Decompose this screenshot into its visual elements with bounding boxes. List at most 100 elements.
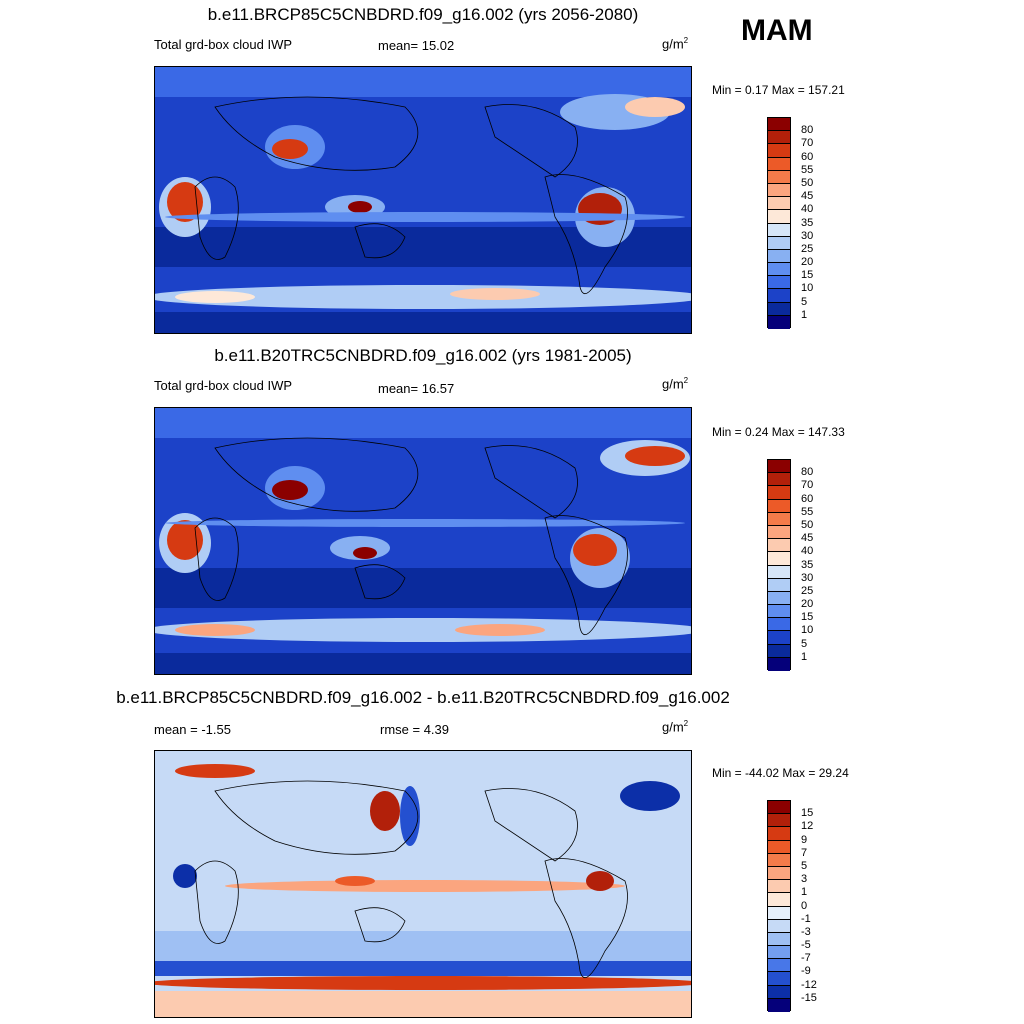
colorbar-tick-label: 15 <box>801 807 814 820</box>
colorbar-swatch <box>768 906 790 920</box>
colorbar-tick-label: 25 <box>801 242 814 255</box>
panel-2-mean-label: mean= 16.57 <box>378 381 455 396</box>
colorbar-swatch <box>768 289 790 303</box>
colorbar-swatch <box>768 919 790 933</box>
colorbar-tick-label: 5 <box>801 859 808 872</box>
panel-1-mean-label: mean= 15.02 <box>378 38 455 53</box>
panel-2-title: b.e11.B20TRC5CNBDRD.f09_g16.002 (yrs 198… <box>214 346 632 365</box>
colorbar-swatch <box>768 302 790 316</box>
panel-3-map <box>154 750 692 1018</box>
colorbar-swatch <box>768 118 790 132</box>
season-label: MAM <box>741 14 813 47</box>
colorbar-swatch <box>768 197 790 211</box>
colorbar-swatch <box>768 565 790 579</box>
colorbar-swatch <box>768 210 790 224</box>
colorbar-swatch <box>768 578 790 592</box>
colorbar-tick-label: 40 <box>801 203 814 216</box>
colorbar-swatch <box>768 866 790 881</box>
panel-1-map <box>154 66 692 334</box>
colorbar-tick-label: 80 <box>801 124 814 137</box>
panel-2-map <box>154 407 692 675</box>
colorbar-tick-label: 10 <box>801 624 814 637</box>
colorbar-swatch <box>768 249 790 264</box>
colorbar-tick-label: 70 <box>801 479 814 492</box>
colorbar-swatch <box>768 618 790 632</box>
panel-2-map-graphic <box>155 408 691 674</box>
colorbar-tick-label: 70 <box>801 137 814 150</box>
colorbar-tick-label: 60 <box>801 492 814 505</box>
colorbar-swatch <box>768 499 790 513</box>
colorbar-tick-label: 55 <box>801 163 814 176</box>
colorbar-swatch <box>768 131 790 145</box>
colorbar-tick-label: 45 <box>801 532 814 545</box>
colorbar-tick-label: 30 <box>801 229 814 242</box>
colorbar-swatch <box>768 827 790 841</box>
colorbar-swatch <box>768 644 790 658</box>
colorbar-swatch <box>768 631 790 645</box>
colorbar-swatch <box>768 946 790 960</box>
colorbar-tick-label: 20 <box>801 256 814 269</box>
colorbar-tick-label: -9 <box>801 965 811 978</box>
colorbar-swatch <box>768 853 790 867</box>
panel-1-unit: g/m2 <box>662 36 689 52</box>
colorbar-tick-label: -15 <box>801 991 817 1004</box>
colorbar-swatch <box>768 552 790 566</box>
colorbar-swatch <box>768 591 790 606</box>
colorbar-tick-label: 7 <box>801 846 808 859</box>
colorbar-tick-label: 50 <box>801 518 814 531</box>
colorbar-swatch <box>768 657 790 671</box>
colorbar-swatch <box>768 223 790 237</box>
colorbar-swatch <box>768 840 790 854</box>
colorbar-swatch <box>768 985 790 999</box>
colorbar-swatch <box>768 605 790 619</box>
colorbar-tick-label: 1 <box>801 886 808 899</box>
panel-1-map-graphic <box>155 67 691 333</box>
panel-1-minmax: Min = 0.17 Max = 157.21 <box>712 83 845 97</box>
panel-2-colorbar <box>767 459 791 671</box>
panel-3-title: b.e11.BRCP85C5CNBDRD.f09_g16.002 - b.e11… <box>116 688 730 707</box>
panel-3-colorbar <box>767 800 791 1012</box>
colorbar-swatch <box>768 880 790 894</box>
colorbar-tick-label: -1 <box>801 912 811 925</box>
colorbar-tick-label: 0 <box>801 899 808 912</box>
colorbar-swatch <box>768 170 790 184</box>
panel-3-rmse-label: rmse = 4.39 <box>380 722 450 737</box>
colorbar-tick-label: 12 <box>801 820 814 833</box>
colorbar-swatch <box>768 801 790 815</box>
colorbar-tick-label: 10 <box>801 282 814 295</box>
colorbar-tick-label: 40 <box>801 545 814 558</box>
colorbar-tick-label: 25 <box>801 584 814 597</box>
colorbar-swatch <box>768 263 790 277</box>
colorbar-tick-label: 3 <box>801 873 808 886</box>
colorbar-swatch <box>768 512 790 526</box>
colorbar-swatch <box>768 814 790 828</box>
colorbar-tick-label: 20 <box>801 598 814 611</box>
colorbar-swatch <box>768 183 790 198</box>
panel-1-title: b.e11.BRCP85C5CNBDRD.f09_g16.002 (yrs 20… <box>207 5 639 24</box>
colorbar-swatch <box>768 144 790 158</box>
colorbar-tick-label: -7 <box>801 952 811 965</box>
panel-3-minmax: Min = -44.02 Max = 29.24 <box>712 766 849 780</box>
colorbar-swatch <box>768 157 790 171</box>
panel-1-variable-label: Total grd-box cloud IWP <box>154 37 293 52</box>
colorbar-swatch <box>768 932 790 947</box>
colorbar-tick-label: -5 <box>801 939 811 952</box>
colorbar-swatch <box>768 236 790 250</box>
colorbar-swatch <box>768 959 790 973</box>
colorbar-swatch <box>768 460 790 474</box>
colorbar-tick-label: 80 <box>801 466 814 479</box>
colorbar-tick-label: 50 <box>801 176 814 189</box>
colorbar-tick-label: 35 <box>801 558 814 571</box>
panel-2-unit: g/m2 <box>662 376 689 392</box>
colorbar-tick-label: 60 <box>801 150 814 163</box>
colorbar-swatch <box>768 276 790 290</box>
colorbar-tick-label: -3 <box>801 925 811 938</box>
panel-2-variable-label: Total grd-box cloud IWP <box>154 378 293 393</box>
panel-2-minmax: Min = 0.24 Max = 147.33 <box>712 425 845 439</box>
colorbar-tick-label: 45 <box>801 190 814 203</box>
colorbar-swatch <box>768 525 790 540</box>
colorbar-tick-label: 15 <box>801 611 814 624</box>
colorbar-swatch <box>768 486 790 500</box>
colorbar-swatch <box>768 473 790 487</box>
colorbar-tick-label: -12 <box>801 978 817 991</box>
